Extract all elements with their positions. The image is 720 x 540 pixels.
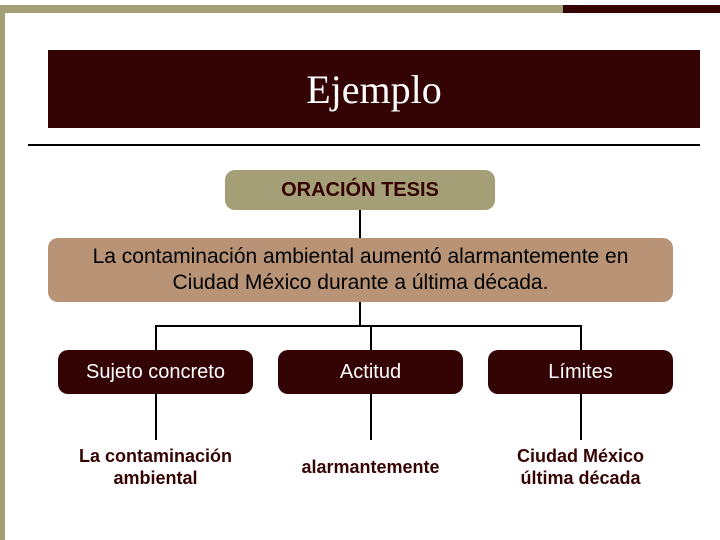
connector — [580, 394, 582, 440]
col3-leaf: Ciudad México última década — [488, 440, 673, 494]
title-band: Ejemplo — [48, 50, 700, 128]
connector — [359, 302, 361, 325]
connector — [580, 325, 582, 350]
connector — [359, 210, 361, 238]
thesis-node: La contaminación ambiental aumentó alarm… — [48, 238, 673, 302]
col1-leaf: La contaminación ambiental — [48, 440, 263, 494]
connector — [370, 325, 372, 350]
col2-head: Actitud — [278, 350, 463, 394]
col3-leaf-label: Ciudad México última década — [498, 445, 663, 490]
frame-top-stripe — [5, 5, 720, 13]
connector — [155, 325, 580, 327]
col1-head: Sujeto concreto — [58, 350, 253, 394]
slide: Ejemplo ORACIÓN TESIS La contaminación a… — [0, 0, 720, 540]
col2-leaf-label: alarmantemente — [301, 456, 439, 479]
connector — [370, 394, 372, 440]
col1-leaf-label: La contaminación ambiental — [58, 445, 253, 490]
root-node: ORACIÓN TESIS — [225, 170, 495, 210]
root-label: ORACIÓN TESIS — [281, 178, 439, 203]
connector — [155, 325, 157, 350]
col2-leaf: alarmantemente — [268, 440, 473, 494]
connector — [155, 394, 157, 440]
col3-head: Límites — [488, 350, 673, 394]
thesis-label: La contaminación ambiental aumentó alarm… — [58, 244, 663, 297]
frame-left-stripe — [0, 5, 5, 540]
title-underline — [28, 144, 700, 146]
col3-head-label: Límites — [548, 360, 612, 385]
slide-title: Ejemplo — [306, 66, 442, 113]
col2-head-label: Actitud — [340, 360, 401, 385]
col1-head-label: Sujeto concreto — [86, 360, 225, 385]
